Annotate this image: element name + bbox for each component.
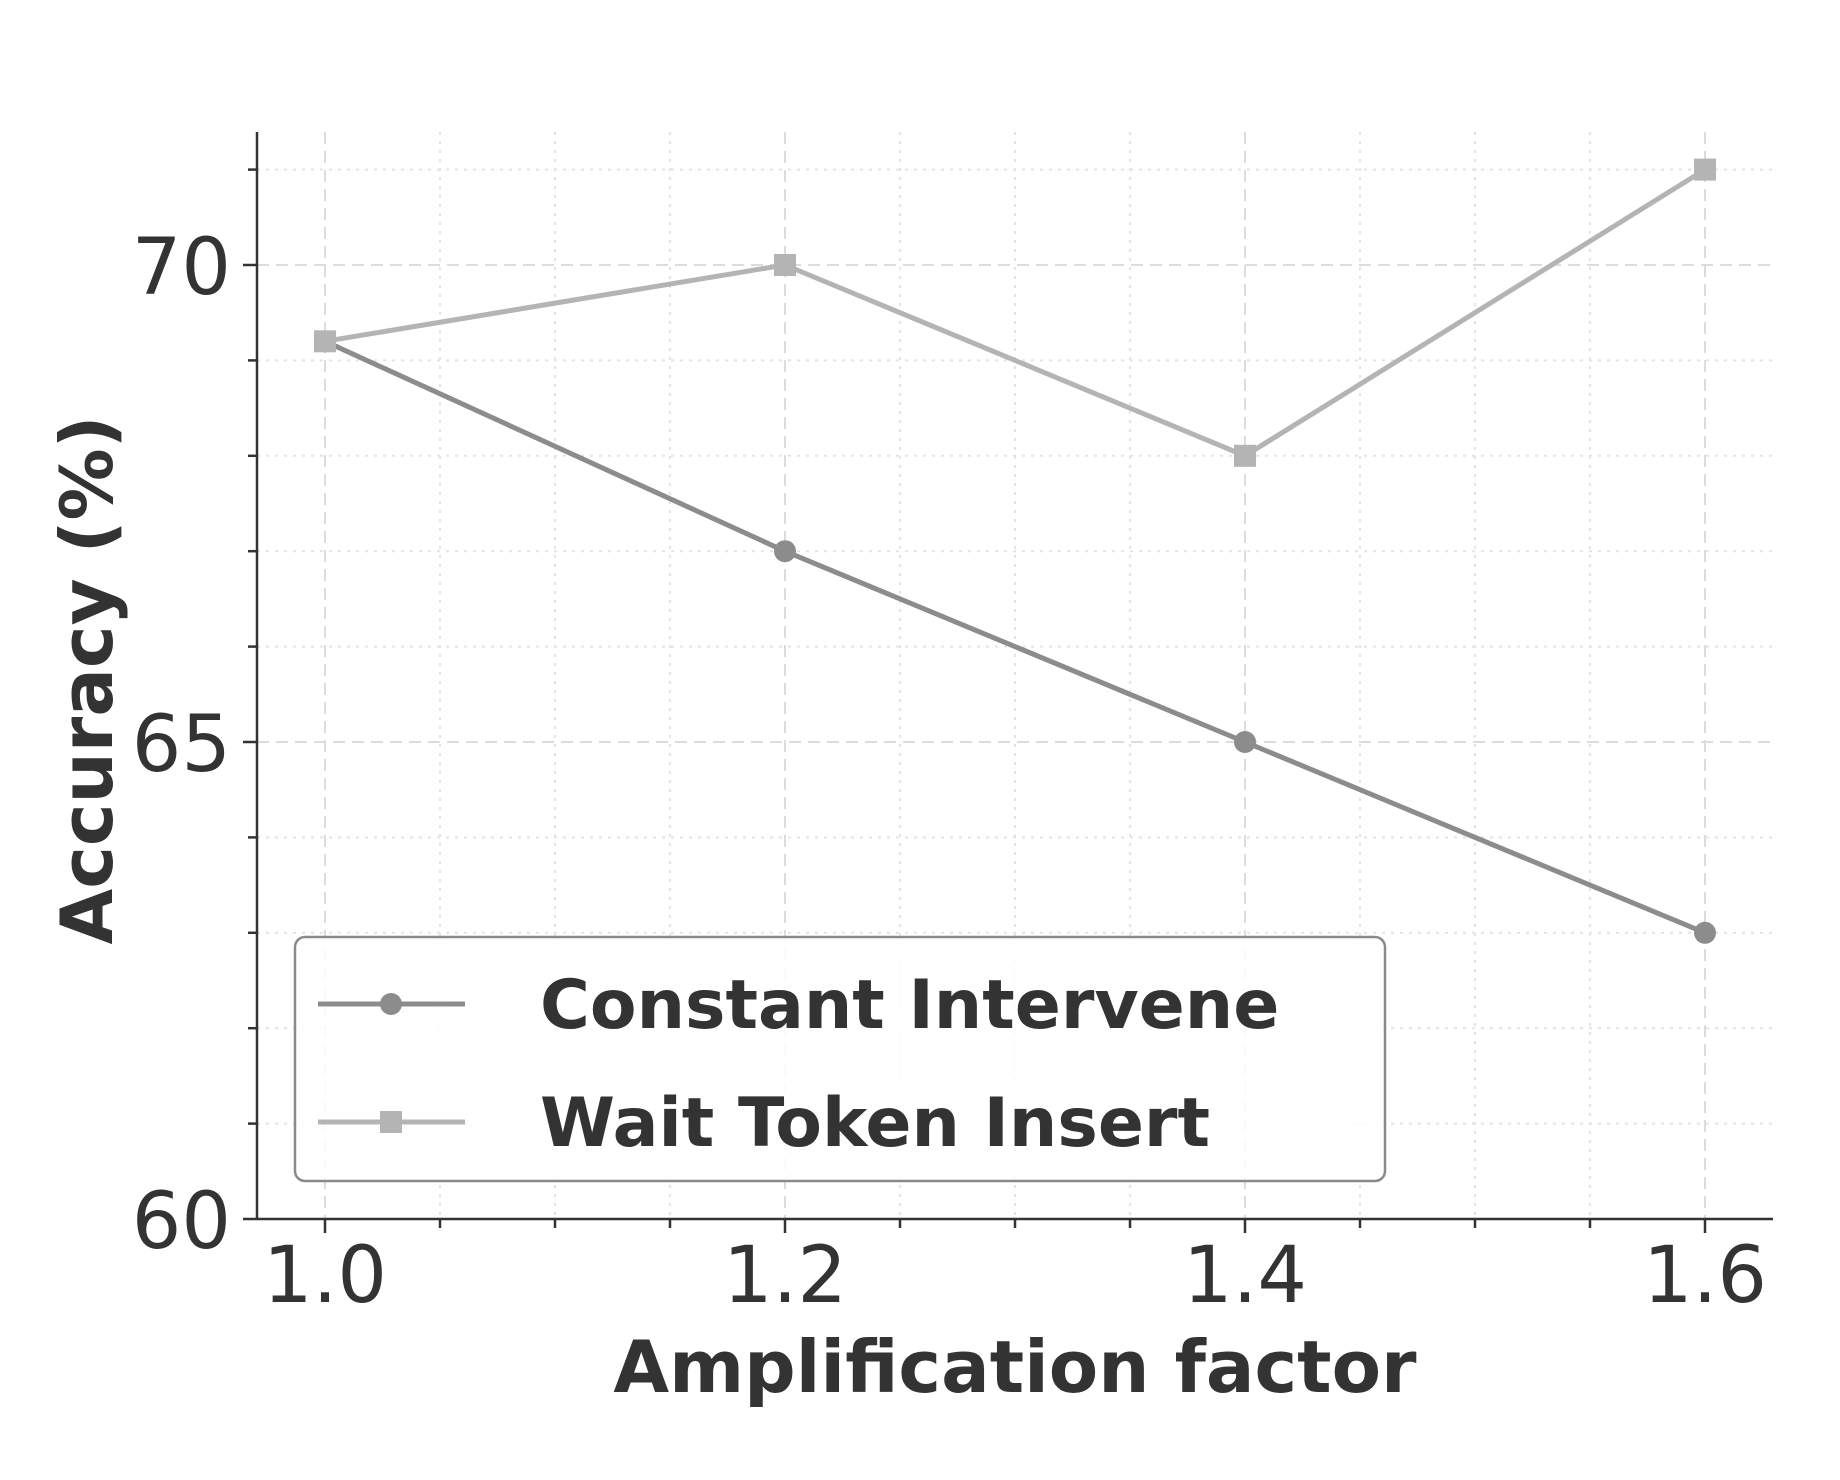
circle-marker-icon <box>380 993 402 1015</box>
legend-label: Constant Intervene <box>540 966 1279 1045</box>
legend-item-wait-token-insert: Wait Token Insert <box>318 1084 1210 1163</box>
circle-marker-icon <box>1694 921 1716 944</box>
x-tick-label: 1.4 <box>1183 1231 1307 1321</box>
square-marker-icon <box>1694 158 1716 181</box>
square-marker-icon <box>1234 444 1256 467</box>
x-tick-label: 1.2 <box>723 1231 847 1321</box>
legend: Constant Intervene Wait Token Insert <box>293 935 1387 1183</box>
square-marker-icon <box>774 254 796 276</box>
y-tick-label: 60 <box>132 1177 231 1267</box>
circle-marker-icon <box>1234 731 1256 753</box>
x-tick-label: 1.6 <box>1643 1231 1767 1321</box>
legend-item-constant-intervene: Constant Intervene <box>318 966 1279 1045</box>
y-axis-label: Accuracy (%) <box>45 415 129 944</box>
legend-box <box>293 935 1387 1183</box>
circle-marker-icon <box>774 540 796 563</box>
series-line-wait-token-insert <box>324 167 1707 459</box>
legend-label: Wait Token Insert <box>540 1084 1210 1163</box>
square-marker-icon <box>380 1111 402 1133</box>
y-tick-label: 70 <box>132 223 231 313</box>
axis-ticks: 1.0 1.2 1.4 1.6 60 65 70 <box>132 168 1767 1321</box>
y-tick-label: 65 <box>132 700 231 790</box>
x-tick-label: 1.0 <box>263 1231 387 1321</box>
axes: 1.0 1.2 1.4 1.6 60 65 70 <box>132 132 1773 1321</box>
series-line-constant-intervene <box>323 339 1706 936</box>
x-axis-label: Amplification factor <box>613 1325 1417 1409</box>
square-marker-icon <box>314 330 336 353</box>
data-series <box>314 158 1716 944</box>
